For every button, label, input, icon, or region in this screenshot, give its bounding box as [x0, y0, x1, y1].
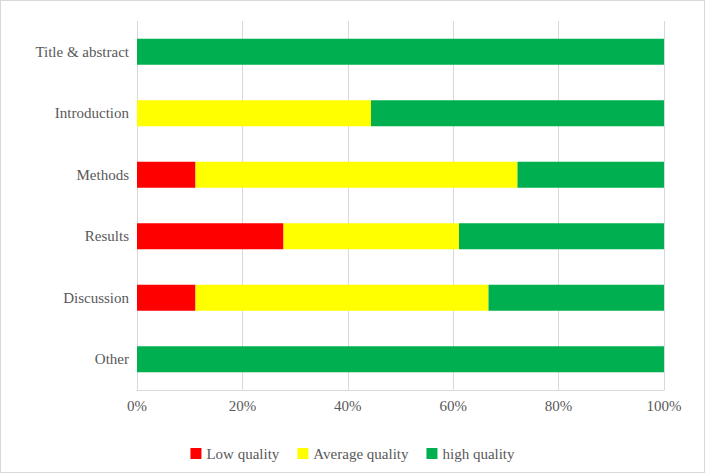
svg-text:100%: 100% — [647, 398, 682, 414]
svg-text:Introduction: Introduction — [55, 105, 130, 121]
svg-text:Discussion: Discussion — [63, 290, 129, 306]
svg-text:high quality: high quality — [442, 446, 515, 462]
svg-text:40%: 40% — [334, 398, 362, 414]
svg-text:Title & abstract: Title & abstract — [35, 44, 129, 60]
svg-text:80%: 80% — [545, 398, 573, 414]
svg-text:0%: 0% — [127, 398, 147, 414]
svg-text:Average quality: Average quality — [313, 446, 409, 462]
svg-text:Results: Results — [85, 228, 129, 244]
svg-text:Low quality: Low quality — [206, 446, 279, 462]
svg-text:Methods: Methods — [77, 167, 130, 183]
svg-text:Other: Other — [95, 351, 129, 367]
svg-text:60%: 60% — [439, 398, 467, 414]
svg-text:20%: 20% — [229, 398, 257, 414]
